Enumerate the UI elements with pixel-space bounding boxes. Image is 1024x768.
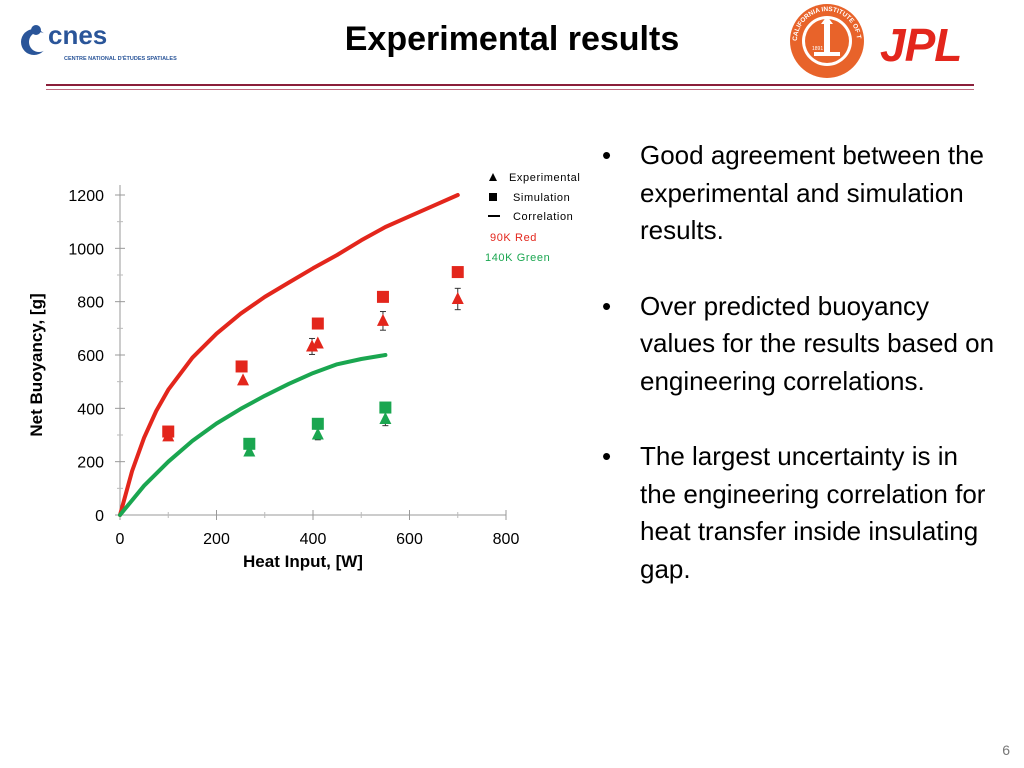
y-axis-label: Net Buoyancy, [g] [27,293,46,436]
simulation-point-90K [235,360,248,373]
bullet-item: • Good agreement between the experimenta… [600,137,1000,250]
y-tick-label: 1000 [68,241,104,258]
legend-square-icon [489,193,497,201]
header-divider [46,84,974,86]
bullet-symbol: • [602,441,612,471]
cnes-emblem-icon [21,25,49,55]
bullet-item: • The largest uncertainty is in the engi… [600,438,1000,588]
y-tick-label: 400 [77,401,104,418]
x-tick-label: 0 [116,531,125,548]
cnes-subtitle: CENTRE NATIONAL D'ÉTUDES SPATIALES [64,56,177,62]
experimental-point-90K [451,292,464,304]
experimental-point-90K [237,373,250,386]
legend-simulation: Simulation [513,192,570,204]
legend-140k-note: 140K Green [485,252,550,264]
bullet-list: • Good agreement between the experimenta… [600,137,1000,588]
simulation-point-140K [379,401,392,414]
y-tick-label: 800 [77,295,104,312]
x-axis-label: Heat Input, [W] [243,552,363,571]
correlation-line-140K [118,353,388,517]
simulation-point-140K [243,437,256,450]
simulation-point-90K [451,266,464,279]
x-tick-label: 800 [493,531,520,548]
jpl-logo: JPL [880,19,962,71]
page-title: Experimental results [344,20,680,58]
bullet-text: Good agreement between the experimental … [640,140,985,245]
x-tick-label: 200 [203,531,230,548]
bullet-text: The largest uncertainty is in the engine… [640,441,986,584]
experimental-point-140K [243,444,256,457]
chart-legend: Experimental Simulation Correlation 90K Red… [485,172,580,264]
simulation-point-140K [311,417,324,430]
simulation-point-90K [162,425,175,438]
y-tick-label: 600 [77,348,104,365]
x-tick-label: 600 [396,531,423,548]
bullet-symbol: • [602,290,612,321]
bullet-item: • Over predicted buoyancy values for the… [600,288,1000,401]
seal-year: 1891 [812,46,823,52]
legend-experimental: Experimental [509,172,580,184]
cnes-wordmark: cnes [48,20,108,50]
y-tick-label: 1200 [68,188,104,205]
chart-marks [118,193,464,517]
bullet-text: Over predicted buoyancy values for the r… [640,290,995,396]
y-tick-label: 200 [77,455,104,472]
experimental-point-90K [311,336,324,349]
simulation-point-90K [376,290,389,303]
chart-axes: 0 200 400 600 800 1000 1200 0 200 400 600 800 [68,185,519,548]
page-number: 6 [1002,742,1010,758]
cnes-logo: cnes CENTRE NATIONAL D'ÉTUDES SPATIALES [14,18,177,68]
experimental-point-140K [379,412,392,424]
experimental-point-90K [376,313,389,326]
header-divider-thin [46,89,974,90]
correlation-line-90K [118,193,460,517]
y-tick-label: 0 [95,508,104,525]
simulation-point-90K [311,317,324,330]
caltech-seal-icon: CALIFORNIA INSTITUTE OF TECHNOLOGY 1891 [788,2,864,78]
buoyancy-chart: 0 200 400 600 800 1000 1200 0 200 400 600 800 Exper… [27,172,580,571]
legend-triangle-icon [489,173,497,181]
experimental-point-140K [311,427,324,440]
legend-90k-note: 90K Red [490,232,537,244]
bullet-symbol: • [602,140,612,170]
legend-correlation: Correlation [513,211,573,223]
x-tick-label: 400 [300,531,327,548]
